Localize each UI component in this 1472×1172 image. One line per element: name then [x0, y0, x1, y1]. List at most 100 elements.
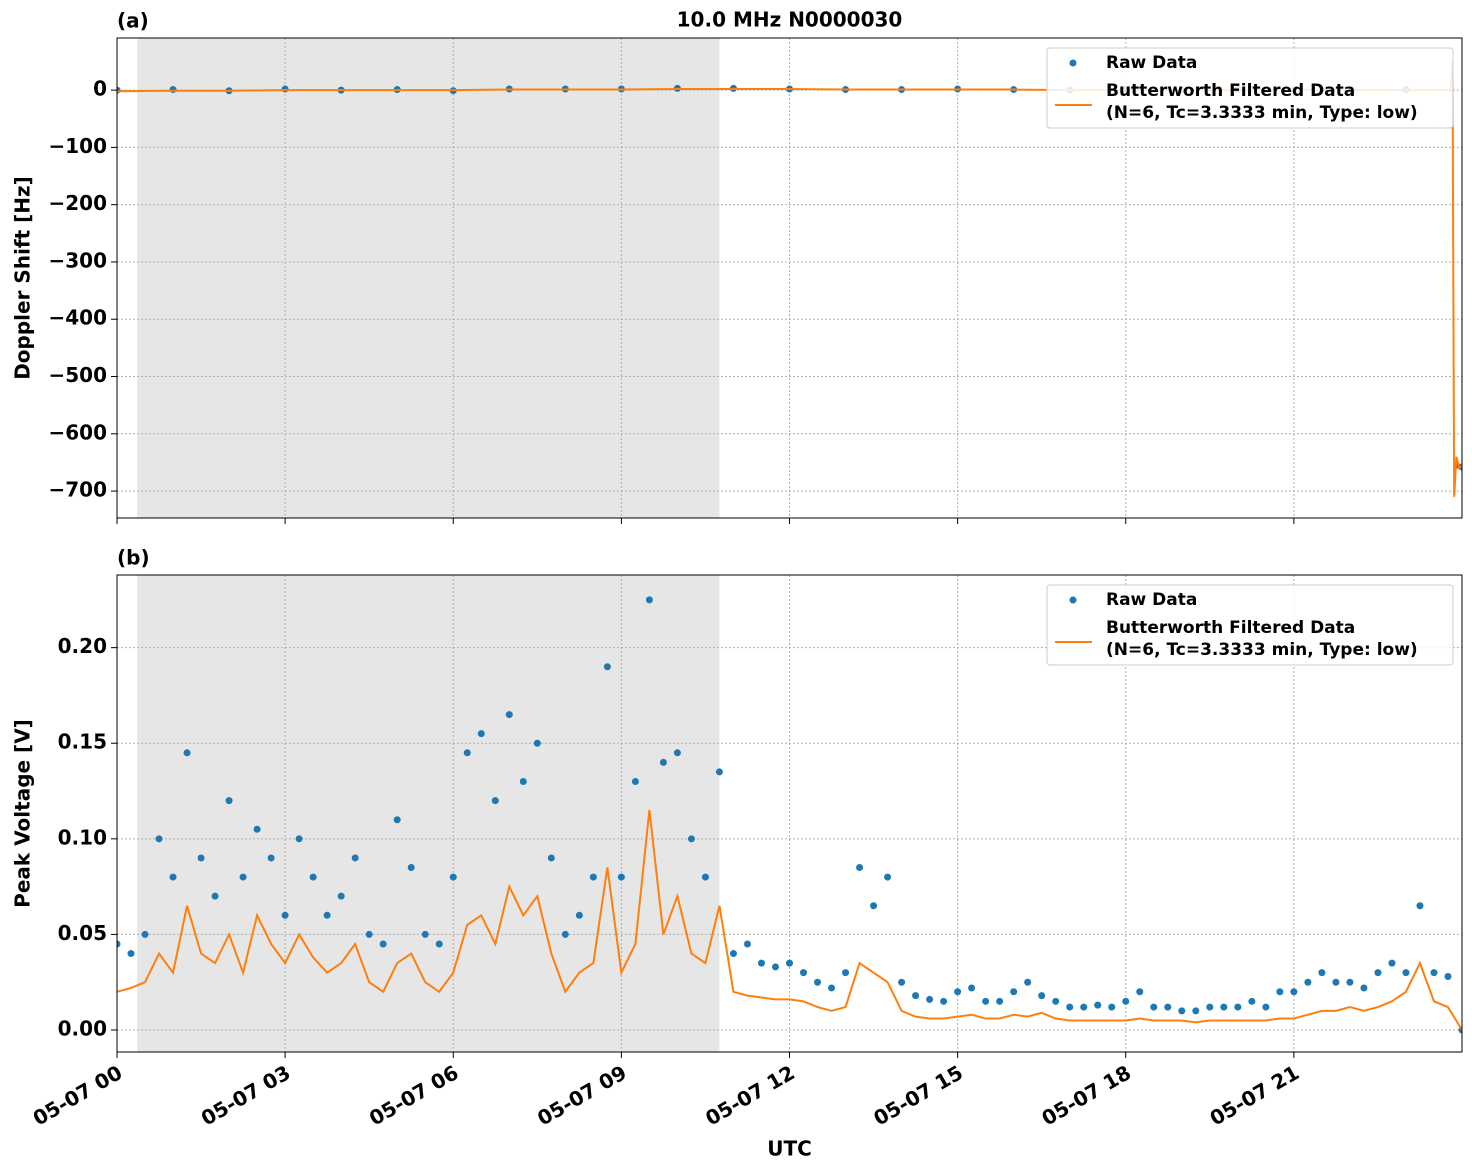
raw-point [141, 930, 149, 938]
raw-point [169, 86, 177, 94]
raw-point [617, 873, 625, 881]
raw-point [996, 997, 1004, 1005]
raw-point [786, 959, 793, 967]
y-tick-label: −100 [48, 134, 107, 158]
raw-point [1290, 988, 1298, 996]
shaded-span [137, 38, 720, 518]
raw-point [1080, 1003, 1088, 1011]
raw-point [687, 835, 695, 843]
raw-point [926, 995, 934, 1003]
raw-point [603, 663, 611, 671]
x-tick-label: 05-07 18 [1037, 1060, 1135, 1130]
raw-point [337, 892, 345, 900]
y-axis-label: Doppler Shift [Hz] [11, 176, 35, 380]
raw-point [828, 984, 836, 992]
raw-point [505, 711, 513, 719]
raw-point [940, 997, 948, 1005]
raw-point [183, 749, 191, 757]
raw-point [519, 777, 527, 785]
raw-point [884, 873, 892, 881]
raw-point [561, 930, 569, 938]
y-tick-label: 0.00 [58, 1017, 107, 1041]
raw-point [1318, 969, 1326, 977]
raw-point [211, 892, 219, 900]
raw-point [1262, 1003, 1270, 1011]
x-tick-label: 05-07 21 [1206, 1060, 1304, 1130]
raw-point [659, 758, 667, 766]
raw-point [575, 911, 583, 919]
raw-point [589, 873, 597, 881]
legend-marker [1069, 596, 1077, 604]
raw-point [842, 969, 850, 977]
raw-point [645, 596, 653, 604]
raw-point [1346, 978, 1354, 986]
raw-point [1164, 1003, 1172, 1011]
legend-label: Raw Data [1106, 53, 1197, 73]
raw-point [715, 768, 723, 776]
raw-point [365, 930, 373, 938]
raw-point [155, 835, 163, 843]
x-tick-label: 05-07 09 [533, 1060, 631, 1130]
raw-point [1192, 1007, 1200, 1015]
raw-point [295, 835, 303, 843]
raw-point [982, 997, 990, 1005]
raw-point [743, 940, 751, 948]
raw-point [912, 992, 920, 1000]
x-tick-label: 05-07 06 [365, 1060, 463, 1130]
legend-box [1046, 584, 1454, 666]
raw-point [1150, 1003, 1158, 1011]
legend-marker [1069, 59, 1077, 67]
x-tick-label: 05-07 00 [29, 1060, 127, 1130]
legend-label: Butterworth Filtered Data (N=6, Tc=3.3333… [1106, 81, 1418, 123]
raw-point [1234, 1003, 1242, 1011]
raw-point [1416, 902, 1424, 910]
panel-label: (b) [117, 546, 150, 570]
raw-point [169, 873, 177, 881]
raw-point [323, 911, 331, 919]
raw-point [309, 873, 317, 881]
raw-point [856, 864, 864, 872]
raw-point [533, 739, 541, 747]
y-tick-label: 0 [93, 77, 107, 101]
y-tick-label: −700 [48, 478, 107, 502]
raw-point [1094, 1001, 1102, 1009]
raw-point [463, 749, 471, 757]
raw-point [281, 911, 289, 919]
raw-point [814, 978, 822, 986]
plot-area [117, 596, 1462, 1034]
raw-point [127, 950, 135, 958]
legend-box [1046, 47, 1454, 129]
y-tick-label: −600 [48, 420, 107, 444]
raw-point [267, 854, 275, 862]
y-axis-label: Peak Voltage [V] [11, 719, 35, 908]
raw-point [435, 940, 443, 948]
raw-point [1374, 969, 1382, 977]
raw-point [281, 85, 289, 93]
raw-point [1248, 997, 1256, 1005]
raw-point [1066, 1003, 1074, 1011]
y-tick-label: −500 [48, 363, 107, 387]
raw-point [1206, 1003, 1214, 1011]
y-tick-label: −300 [48, 248, 107, 272]
raw-point [1220, 1003, 1228, 1011]
x-axis-label: UTC [767, 1137, 812, 1161]
raw-point [197, 854, 205, 862]
raw-point [1108, 1003, 1116, 1011]
y-tick-label: 0.20 [58, 634, 107, 658]
raw-point [1276, 988, 1284, 996]
x-tick-label: 05-07 12 [701, 1060, 799, 1130]
raw-point [477, 730, 485, 738]
raw-point [1388, 959, 1396, 967]
raw-point [1122, 997, 1130, 1005]
axes-frame [116, 574, 1463, 1053]
raw-point [1444, 972, 1452, 980]
raw-point [1332, 978, 1340, 986]
raw-point [253, 825, 261, 833]
raw-point [1024, 978, 1032, 986]
raw-point [1402, 969, 1410, 977]
raw-point [771, 963, 779, 971]
axes-frame [116, 37, 1463, 519]
raw-point [491, 797, 499, 805]
raw-point [1038, 992, 1046, 1000]
